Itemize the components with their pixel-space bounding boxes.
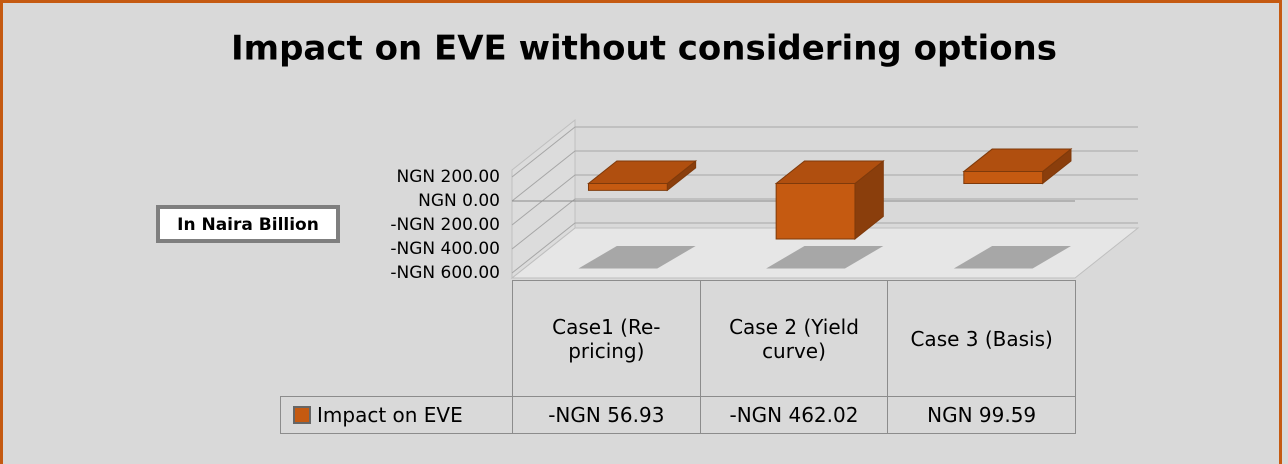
y-tick-label: NGN 0.00 — [418, 191, 500, 211]
x-tick-label: Case1 (Re-pricing) — [512, 280, 701, 397]
legend-swatch — [293, 406, 311, 424]
data-label: -NGN 462.02 — [699, 396, 889, 434]
y-axis-title-box — [156, 205, 340, 243]
chart-title: Impact on EVE without considering option… — [231, 29, 1057, 69]
legend-label: Impact on EVE — [317, 403, 463, 427]
legend-cell: Impact on EVE — [280, 396, 513, 434]
y-tick-label: NGN 200.00 — [397, 167, 501, 187]
y-tick-label: -NGN 400.00 — [390, 239, 500, 259]
bar — [587, 159, 698, 192]
y-tick-label: -NGN 200.00 — [390, 215, 500, 235]
grid-line — [511, 150, 1138, 202]
x-tick-label: Case 3 (Basis) — [887, 280, 1076, 397]
grid-line — [511, 174, 1138, 226]
grid-line — [511, 126, 1138, 178]
bar-shadow — [578, 246, 696, 269]
y-tick-label: -NGN 600.00 — [390, 263, 500, 283]
bar-shadow — [953, 246, 1071, 269]
bar — [774, 159, 885, 240]
x-tick-label: Case 2 (Yield curve) — [699, 280, 889, 397]
bar-front — [963, 171, 1044, 184]
grid-line — [511, 222, 1138, 274]
bar-front — [587, 183, 668, 191]
grid-line — [511, 198, 1138, 250]
y-axis-title: In Naira Billion — [177, 215, 319, 235]
bar — [962, 148, 1073, 185]
bar-shadow — [766, 246, 884, 269]
data-label: -NGN 56.93 — [512, 396, 701, 434]
bar-front — [775, 183, 856, 240]
side-wall — [511, 118, 576, 280]
data-label: NGN 99.59 — [887, 396, 1076, 434]
